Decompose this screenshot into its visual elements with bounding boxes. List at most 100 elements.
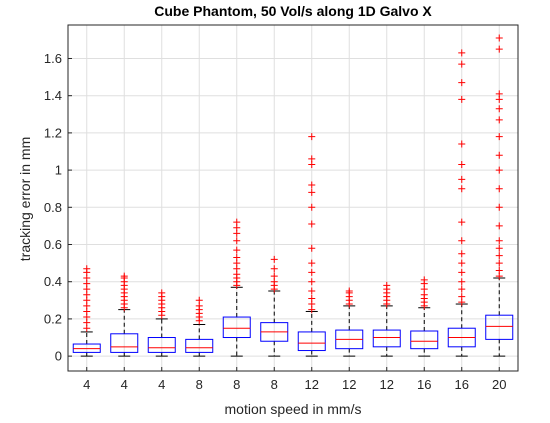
outlier-point — [308, 203, 316, 211]
outlier-point — [495, 45, 503, 53]
box — [372, 329, 401, 348]
outlier-point — [458, 218, 466, 226]
outlier-point — [308, 287, 316, 295]
box — [485, 314, 514, 340]
box — [110, 333, 139, 353]
outlier-point — [495, 34, 503, 42]
outlier-point — [270, 272, 278, 280]
outlier-point — [158, 289, 166, 297]
box-group — [110, 272, 139, 357]
box-group — [185, 296, 214, 357]
plot-frame — [67, 24, 519, 372]
chart-title: Cube Phantom, 50 Vol/s along 1D Galvo X — [154, 3, 432, 19]
outlier-point — [458, 175, 466, 183]
outlier-point — [495, 252, 503, 260]
outlier-point — [233, 246, 241, 254]
x-axis-label: motion speed in mm/s — [225, 401, 362, 417]
outlier-point — [270, 255, 278, 263]
box-group — [260, 255, 289, 357]
outlier-point — [195, 296, 203, 304]
outlier-point — [458, 237, 466, 245]
outlier-point — [308, 294, 316, 302]
box-group — [447, 49, 476, 357]
outlier-point — [495, 244, 503, 252]
outlier-point — [420, 276, 428, 284]
outlier-point — [458, 60, 466, 68]
outlier-point — [458, 140, 466, 148]
y-tick-label: 1.2 — [44, 125, 62, 140]
box-group — [372, 281, 401, 357]
outlier-point — [308, 268, 316, 276]
y-axis-label: tracking error in mm — [17, 137, 33, 261]
box-group — [485, 34, 514, 357]
outlier-point — [495, 166, 503, 174]
x-tick-label: 12 — [380, 377, 394, 392]
outlier-point — [458, 293, 466, 301]
outlier-point — [495, 151, 503, 159]
outlier-point — [458, 79, 466, 87]
box — [410, 330, 439, 350]
y-tick-label: 1 — [55, 163, 62, 178]
y-tick-label: 0.4 — [44, 274, 62, 289]
box-group — [335, 287, 364, 357]
outlier-point — [458, 185, 466, 193]
grid-layer — [68, 25, 518, 371]
outlier-point — [308, 188, 316, 196]
outlier-point — [458, 49, 466, 57]
outlier-point — [495, 267, 503, 275]
outlier-point — [233, 237, 241, 245]
outlier-point — [120, 272, 128, 280]
box-group — [297, 133, 326, 357]
x-tick-label: 16 — [455, 377, 469, 392]
outlier-point — [495, 116, 503, 124]
outlier-point — [495, 90, 503, 98]
outlier-point — [495, 237, 503, 245]
y-tick-label: 1.4 — [44, 88, 62, 103]
box — [297, 331, 326, 352]
x-tick-label: 4 — [83, 377, 90, 392]
outlier-point — [233, 218, 241, 226]
outlier-point — [345, 287, 353, 295]
outlier-point — [495, 259, 503, 267]
outlier-point — [458, 285, 466, 293]
box-group — [410, 276, 439, 357]
x-tick-label: 8 — [196, 377, 203, 392]
box — [185, 338, 214, 353]
outlier-point — [233, 254, 241, 262]
x-tick-label: 16 — [417, 377, 431, 392]
x-tick-label: 8 — [271, 377, 278, 392]
outlier-point — [383, 281, 391, 289]
x-tick-label: 8 — [233, 377, 240, 392]
plot-layer — [72, 34, 514, 357]
box-group — [222, 218, 251, 357]
outlier-point — [83, 265, 91, 273]
y-tick-label: 0.8 — [44, 200, 62, 215]
outlier-point — [458, 259, 466, 267]
y-tick-label: 0.6 — [44, 237, 62, 252]
x-tick-label: 4 — [121, 377, 128, 392]
x-tick-label: 20 — [492, 377, 506, 392]
outlier-point — [270, 265, 278, 273]
y-tick-label: 0.2 — [44, 311, 62, 326]
outlier-point — [308, 220, 316, 228]
x-tick-label: 4 — [158, 377, 165, 392]
box — [147, 337, 176, 353]
box — [222, 316, 251, 339]
box-group — [147, 289, 176, 357]
outlier-point — [458, 161, 466, 169]
outlier-point — [308, 278, 316, 286]
outlier-point — [495, 133, 503, 141]
y-tick-label: 0 — [55, 349, 62, 364]
outlier-point — [308, 133, 316, 141]
x-tick-label: 12 — [342, 377, 356, 392]
outlier-point — [458, 268, 466, 276]
outlier-point — [308, 155, 316, 163]
outlier-point — [308, 259, 316, 267]
outlier-point — [308, 181, 316, 189]
outlier-point — [458, 250, 466, 258]
box-group — [72, 265, 101, 357]
outlier-point — [495, 222, 503, 230]
outlier-point — [458, 95, 466, 103]
outlier-point — [495, 185, 503, 193]
